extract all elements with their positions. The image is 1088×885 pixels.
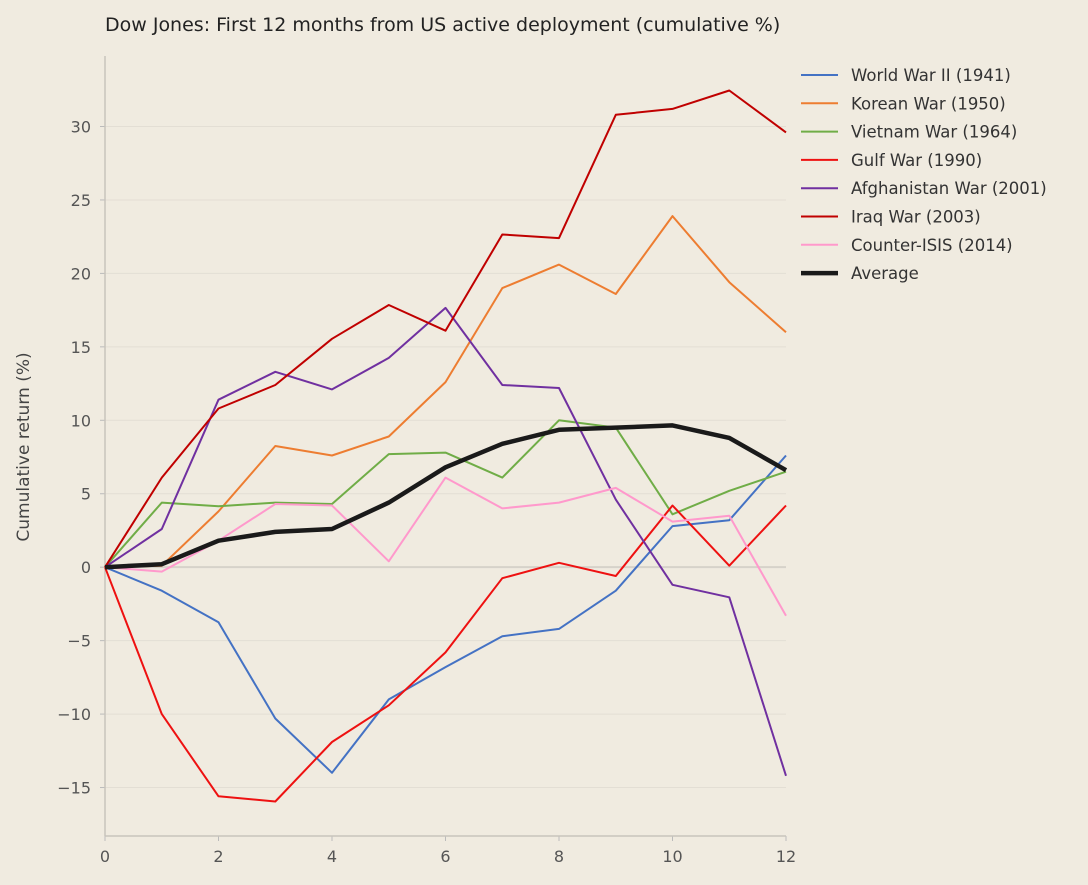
y-tick-label: 5 [81,485,91,504]
y-tick-label: −15 [57,779,91,798]
y-tick-label: −5 [67,632,91,651]
series-line-afghanistan-war-2001 [104,306,787,777]
x-tick-label: 8 [554,847,564,866]
legend-label: Counter-ISIS (2014) [851,236,1013,255]
series-line-world-war-ii-1941 [104,454,787,774]
y-tick-label: 10 [71,411,91,430]
y-tick-label: 25 [71,191,91,210]
y-tick-label: 30 [71,118,91,137]
y-tick-label: 0 [81,558,91,577]
x-tick-label: 0 [100,847,110,866]
legend-label: Afghanistan War (2001) [851,179,1047,198]
x-tick-label: 4 [327,847,337,866]
x-tick-label: 6 [440,847,450,866]
legend-label: Gulf War (1990) [851,151,982,170]
x-tick-label: 12 [776,847,796,866]
y-axis-label: Cumulative return (%) [14,352,34,541]
series-line-vietnam-war-1964 [104,419,787,568]
y-tick-label: 20 [71,264,91,283]
series-line-korean-war-1950 [104,215,787,569]
y-tick-label: −10 [57,705,91,724]
legend-label: Iraq War (2003) [851,208,981,227]
series-line-gulf-war-1990 [104,504,787,803]
legend-label: Vietnam War (1964) [851,123,1017,142]
x-tick-label: 10 [662,847,682,866]
series-line-average [104,423,788,570]
x-tick-label: 2 [213,847,223,866]
legend-label: Average [851,264,919,283]
legend-label: World War II (1941) [851,66,1011,85]
series-line-iraq-war-2003 [104,89,787,568]
y-tick-label: 15 [71,338,91,357]
chart-title: Dow Jones: First 12 months from US activ… [105,14,780,36]
legend-label: Korean War (1950) [851,94,1006,113]
